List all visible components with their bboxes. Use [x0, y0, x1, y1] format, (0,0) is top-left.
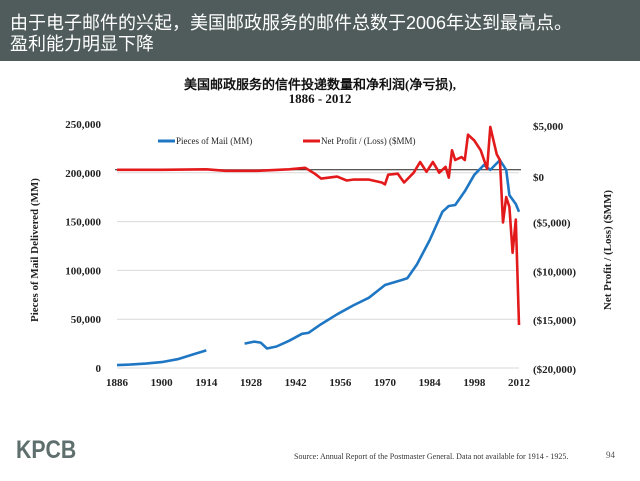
- y2-axis-title: Net Profit / (Loss) ($MM): [602, 190, 614, 310]
- series-line-net-profit: [117, 125, 521, 326]
- x-tick-label: 2012: [508, 377, 531, 389]
- series-line-pieces-of-mail: [116, 158, 521, 367]
- x-tick-label: 1956: [329, 377, 352, 389]
- source-note: Source: Annual Report of the Postmaster …: [294, 452, 569, 461]
- x-tick-label: 1886: [106, 377, 129, 389]
- chart-subtitle: 1886 - 2012: [288, 91, 352, 106]
- y2-tick-label: ($15,000): [533, 315, 576, 327]
- y-tick-label: 200,000: [65, 168, 101, 180]
- y2-tick-label: ($5,000): [533, 218, 571, 230]
- y-tick-label: 150,000: [65, 217, 101, 229]
- y-tick-label: 250,000: [65, 119, 101, 131]
- legend-label: Pieces of Mail (MM): [176, 136, 252, 146]
- y-tick-label: 50,000: [71, 314, 102, 326]
- y2-tick-label: $0: [533, 172, 545, 184]
- y2-tick-label: ($10,000): [533, 266, 576, 278]
- y-axis-title: Pieces of Mail Delivered (MM): [29, 178, 41, 322]
- legend-label: Net Profit / (Loss) ($MM): [321, 136, 416, 146]
- x-tick-label: 1998: [463, 377, 486, 389]
- x-tick-label: 1970: [374, 377, 397, 389]
- x-tick-label: 1914: [195, 377, 218, 389]
- y2-tick-label: ($20,000): [533, 364, 576, 376]
- slide-header: 由于电子邮件的兴起，美国邮政服务的邮件总数于2006年达到最高点。 盈利能力明显…: [0, 0, 640, 61]
- y-tick-label: 0: [96, 363, 102, 375]
- headline-line-2: 盈利能力明显下降: [10, 34, 154, 54]
- x-tick-label: 1900: [151, 377, 174, 389]
- headline-line-1: 由于电子邮件的兴起，美国邮政服务的邮件总数于2006年达到最高点。: [10, 13, 573, 33]
- kpcb-logo: KPCB: [16, 436, 77, 464]
- x-tick-label: 1928: [240, 377, 263, 389]
- x-tick-label: 1984: [419, 377, 442, 389]
- x-tick-label: 1942: [285, 377, 308, 389]
- page-number: 94: [606, 450, 615, 460]
- chart-title: 美国邮政服务的信件投递数量和净利润(净亏损),: [184, 77, 456, 92]
- y-tick-label: 100,000: [65, 265, 101, 277]
- y2-tick-label: $5,000: [533, 121, 564, 133]
